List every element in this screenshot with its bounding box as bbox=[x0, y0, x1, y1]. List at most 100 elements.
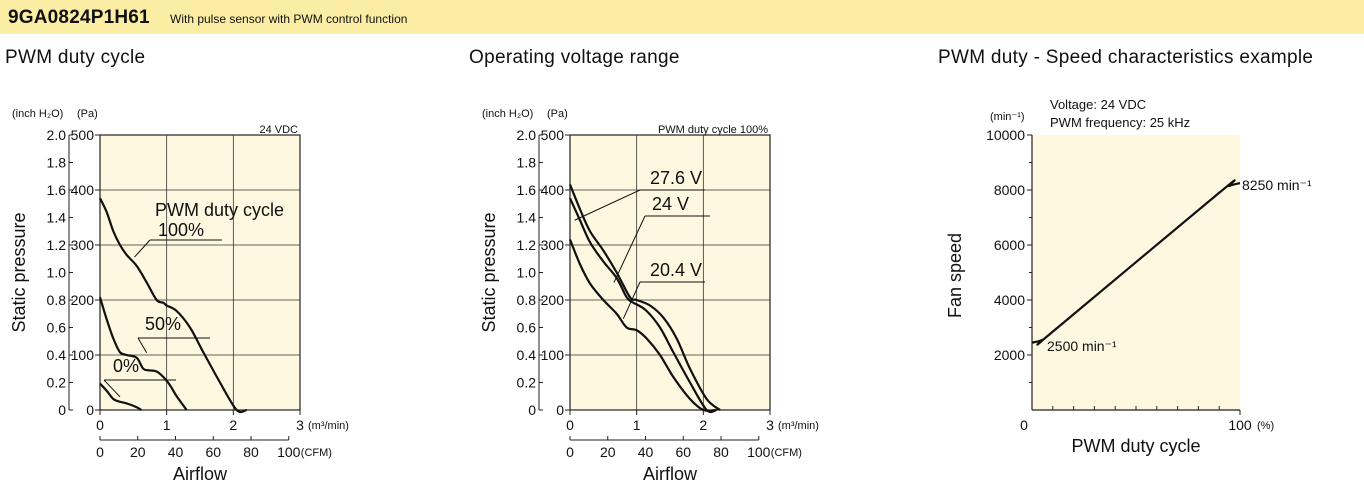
x-tick-label-cfm: 80 bbox=[713, 444, 729, 460]
y-tick-label-inch: 0 bbox=[528, 402, 536, 418]
x-unit: (%) bbox=[1257, 420, 1274, 432]
x-tick-label-m3: 0 bbox=[566, 417, 574, 433]
series-label-0: 100% bbox=[158, 220, 204, 240]
y-tick-label-pa: 100 bbox=[71, 347, 95, 363]
y-tick-label-inch: 1.4 bbox=[47, 210, 67, 226]
y-tick-label-inch: 0.8 bbox=[47, 292, 67, 308]
y-tick-label-pa: 200 bbox=[541, 292, 565, 308]
y-tick-label-pa: 300 bbox=[71, 237, 95, 253]
x-axis-title: Airflow bbox=[643, 464, 698, 484]
x-tick-label-m3: 1 bbox=[633, 417, 641, 433]
series-label-2: 20.4 V bbox=[650, 260, 702, 280]
y-tick-label-inch: 1.8 bbox=[47, 155, 67, 171]
y-tick-label-inch: 0.2 bbox=[517, 375, 537, 391]
legend-title: PWM duty cycle bbox=[155, 200, 284, 220]
series-label-0: 27.6 V bbox=[650, 168, 702, 188]
y-tick-label-pa: 100 bbox=[541, 347, 565, 363]
y-tick-label-inch: 1.6 bbox=[47, 182, 67, 198]
plot-area bbox=[99, 134, 301, 411]
y-axis-title: Static pressure bbox=[479, 212, 499, 332]
label-leader-2 bbox=[103, 379, 121, 398]
x-tick-label-cfm: 100 bbox=[747, 444, 771, 460]
x-tick-label-m3: 1 bbox=[163, 417, 171, 433]
y-tick-label: 2000 bbox=[994, 347, 1025, 363]
y-tick-label-inch: 1.0 bbox=[47, 265, 67, 281]
series-line-0 bbox=[99, 197, 247, 414]
chart-annotation: 24 VDC bbox=[259, 124, 298, 136]
chart-annotation: PWM duty cycle 100% bbox=[658, 124, 768, 136]
series-label-1: 24 V bbox=[652, 194, 689, 214]
y-tick-label-inch: 1.4 bbox=[517, 210, 537, 226]
y-tick-label-inch: 0.6 bbox=[517, 320, 537, 336]
annotation-frequency: PWM frequency: 25 kHz bbox=[1050, 115, 1190, 130]
y-axis-title: Static pressure bbox=[9, 212, 29, 332]
y-tick-label-pa: 0 bbox=[86, 402, 94, 418]
chart2-title: Operating voltage range bbox=[469, 47, 680, 68]
chart1-title: PWM duty cycle bbox=[5, 47, 146, 68]
series-line-2 bbox=[99, 382, 142, 411]
x-tick-label: 100 bbox=[1228, 417, 1252, 433]
y-tick-label-pa: 500 bbox=[541, 127, 565, 143]
y-unit-pa: (Pa) bbox=[77, 108, 98, 120]
x-unit-m3: (m³/min) bbox=[308, 420, 349, 432]
label-leader-0 bbox=[134, 239, 151, 258]
y-tick-label-pa: 500 bbox=[71, 127, 95, 143]
y-tick-label-inch: 0.8 bbox=[517, 292, 537, 308]
x-tick-label-m3: 2 bbox=[229, 417, 237, 433]
model-description: With pulse sensor with PWM control funct… bbox=[170, 12, 408, 26]
label-leader-1 bbox=[137, 337, 148, 354]
y-tick-label-inch: 0.6 bbox=[47, 320, 67, 336]
speed-line bbox=[1031, 179, 1241, 346]
x-axis-title: PWM duty cycle bbox=[1071, 436, 1200, 456]
plot-area bbox=[1032, 135, 1240, 410]
x-tick-label: 0 bbox=[1020, 417, 1028, 433]
series-line-1 bbox=[98, 296, 188, 411]
plot-area bbox=[569, 134, 771, 411]
x-unit-cfm: (CFM) bbox=[301, 447, 332, 459]
y-axis-title: Fan speed bbox=[945, 233, 965, 318]
y-tick-label-inch: 0.2 bbox=[47, 375, 67, 391]
series-line-2 bbox=[568, 239, 716, 412]
x-unit-m3: (m³/min) bbox=[778, 420, 819, 432]
model-number: 9GA0824P1H61 bbox=[8, 7, 150, 28]
y-tick-label-inch: 0.4 bbox=[47, 347, 67, 363]
series-label-2: 0% bbox=[113, 356, 139, 376]
y-tick-label-inch: 1.2 bbox=[517, 237, 537, 253]
x-axis-title: Airflow bbox=[173, 464, 228, 484]
y-tick-label-inch: 2.0 bbox=[517, 127, 537, 143]
x-tick-label-m3: 3 bbox=[296, 417, 304, 433]
x-tick-label-cfm: 40 bbox=[638, 444, 654, 460]
x-tick-label-cfm: 0 bbox=[566, 444, 574, 460]
label-leader-2 bbox=[622, 281, 641, 319]
x-tick-label-cfm: 40 bbox=[168, 444, 184, 460]
y-tick-label-pa: 400 bbox=[541, 182, 565, 198]
x-tick-label-cfm: 80 bbox=[243, 444, 259, 460]
y-tick-label: 6000 bbox=[994, 237, 1025, 253]
y-tick-label-inch: 1.8 bbox=[517, 155, 537, 171]
x-unit-cfm: (CFM) bbox=[771, 447, 802, 459]
annotation-voltage: Voltage: 24 VDC bbox=[1050, 97, 1146, 112]
y-tick-label: 4000 bbox=[994, 292, 1025, 308]
y-tick-label-inch: 2.0 bbox=[47, 127, 67, 143]
x-tick-label-m3: 0 bbox=[96, 417, 104, 433]
y-unit-pa: (Pa) bbox=[547, 108, 568, 120]
x-tick-label-m3: 3 bbox=[766, 417, 774, 433]
series-label-1: 50% bbox=[145, 314, 181, 334]
y-unit: (min⁻¹) bbox=[990, 111, 1025, 123]
chart3-title: PWM duty - Speed characteristics example bbox=[938, 47, 1314, 68]
x-tick-label-cfm: 20 bbox=[130, 444, 146, 460]
label-min-speed: 2500 min⁻¹ bbox=[1047, 338, 1117, 354]
y-tick-label-inch: 1.2 bbox=[47, 237, 67, 253]
y-tick-label: 8000 bbox=[994, 182, 1025, 198]
x-tick-label-m3: 2 bbox=[699, 417, 707, 433]
y-tick-label-inch: 0 bbox=[58, 402, 66, 418]
label-leader-1 bbox=[613, 215, 646, 283]
x-tick-label-cfm: 0 bbox=[96, 444, 104, 460]
y-tick-label: 10000 bbox=[986, 127, 1025, 143]
y-unit-inch: (inch H₂O) bbox=[482, 108, 533, 120]
y-tick-label-inch: 1.6 bbox=[517, 182, 537, 198]
x-tick-label-cfm: 60 bbox=[675, 444, 691, 460]
y-unit-inch: (inch H₂O) bbox=[12, 108, 63, 120]
